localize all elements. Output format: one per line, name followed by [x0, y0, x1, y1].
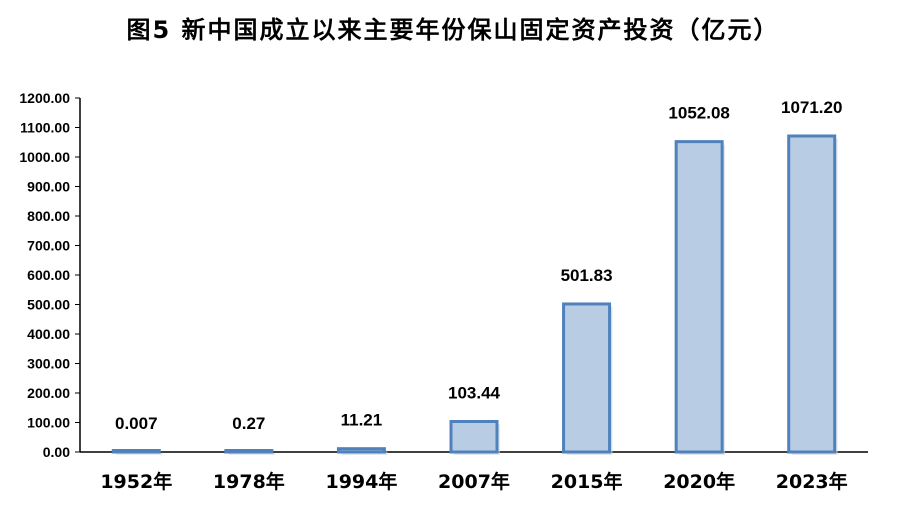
bar — [336, 447, 386, 454]
x-tick-label: 2020年 — [663, 470, 735, 493]
data-label: 103.44 — [448, 383, 501, 402]
data-label: 0.27 — [232, 414, 265, 433]
y-tick-label: 800.00 — [27, 208, 70, 224]
bar — [449, 419, 499, 454]
data-label: 0.007 — [115, 414, 158, 433]
bar — [562, 302, 612, 454]
bar-shadow — [228, 453, 275, 455]
y-tick-label: 0.00 — [43, 444, 70, 460]
chart-title: 图5 新中国成立以来主要年份保山固定资产投资（亿元） — [126, 16, 780, 44]
bar-shadow — [116, 453, 163, 455]
y-tick-label: 400.00 — [27, 326, 70, 342]
y-tick-label: 700.00 — [27, 238, 70, 254]
y-tick-label: 900.00 — [27, 179, 70, 195]
data-label: 501.83 — [561, 266, 613, 285]
x-tick-label: 1952年 — [100, 470, 172, 493]
bar — [787, 134, 837, 454]
y-tick-label: 500.00 — [27, 297, 70, 313]
y-tick-label: 600.00 — [27, 267, 70, 283]
y-tick-label: 200.00 — [27, 385, 70, 401]
y-tick-label: 300.00 — [27, 356, 70, 372]
y-tick-label: 100.00 — [27, 415, 70, 431]
x-tick-label: 2007年 — [438, 470, 510, 493]
y-tick-label: 1100.00 — [20, 120, 70, 136]
y-tick-label: 1200.00 — [19, 90, 70, 106]
y-tick-label: 1000.00 — [19, 149, 70, 165]
bar — [111, 449, 161, 454]
x-tick-label: 1994年 — [325, 470, 397, 493]
data-label: 11.21 — [341, 411, 383, 430]
x-tick-label: 1978年 — [213, 470, 285, 493]
bar — [224, 449, 274, 454]
data-label: 1052.08 — [668, 104, 729, 123]
data-label: 1071.20 — [781, 98, 842, 117]
x-tick-label: 2015年 — [551, 470, 623, 493]
x-tick-label: 2023年 — [776, 470, 848, 493]
bar — [674, 140, 724, 454]
